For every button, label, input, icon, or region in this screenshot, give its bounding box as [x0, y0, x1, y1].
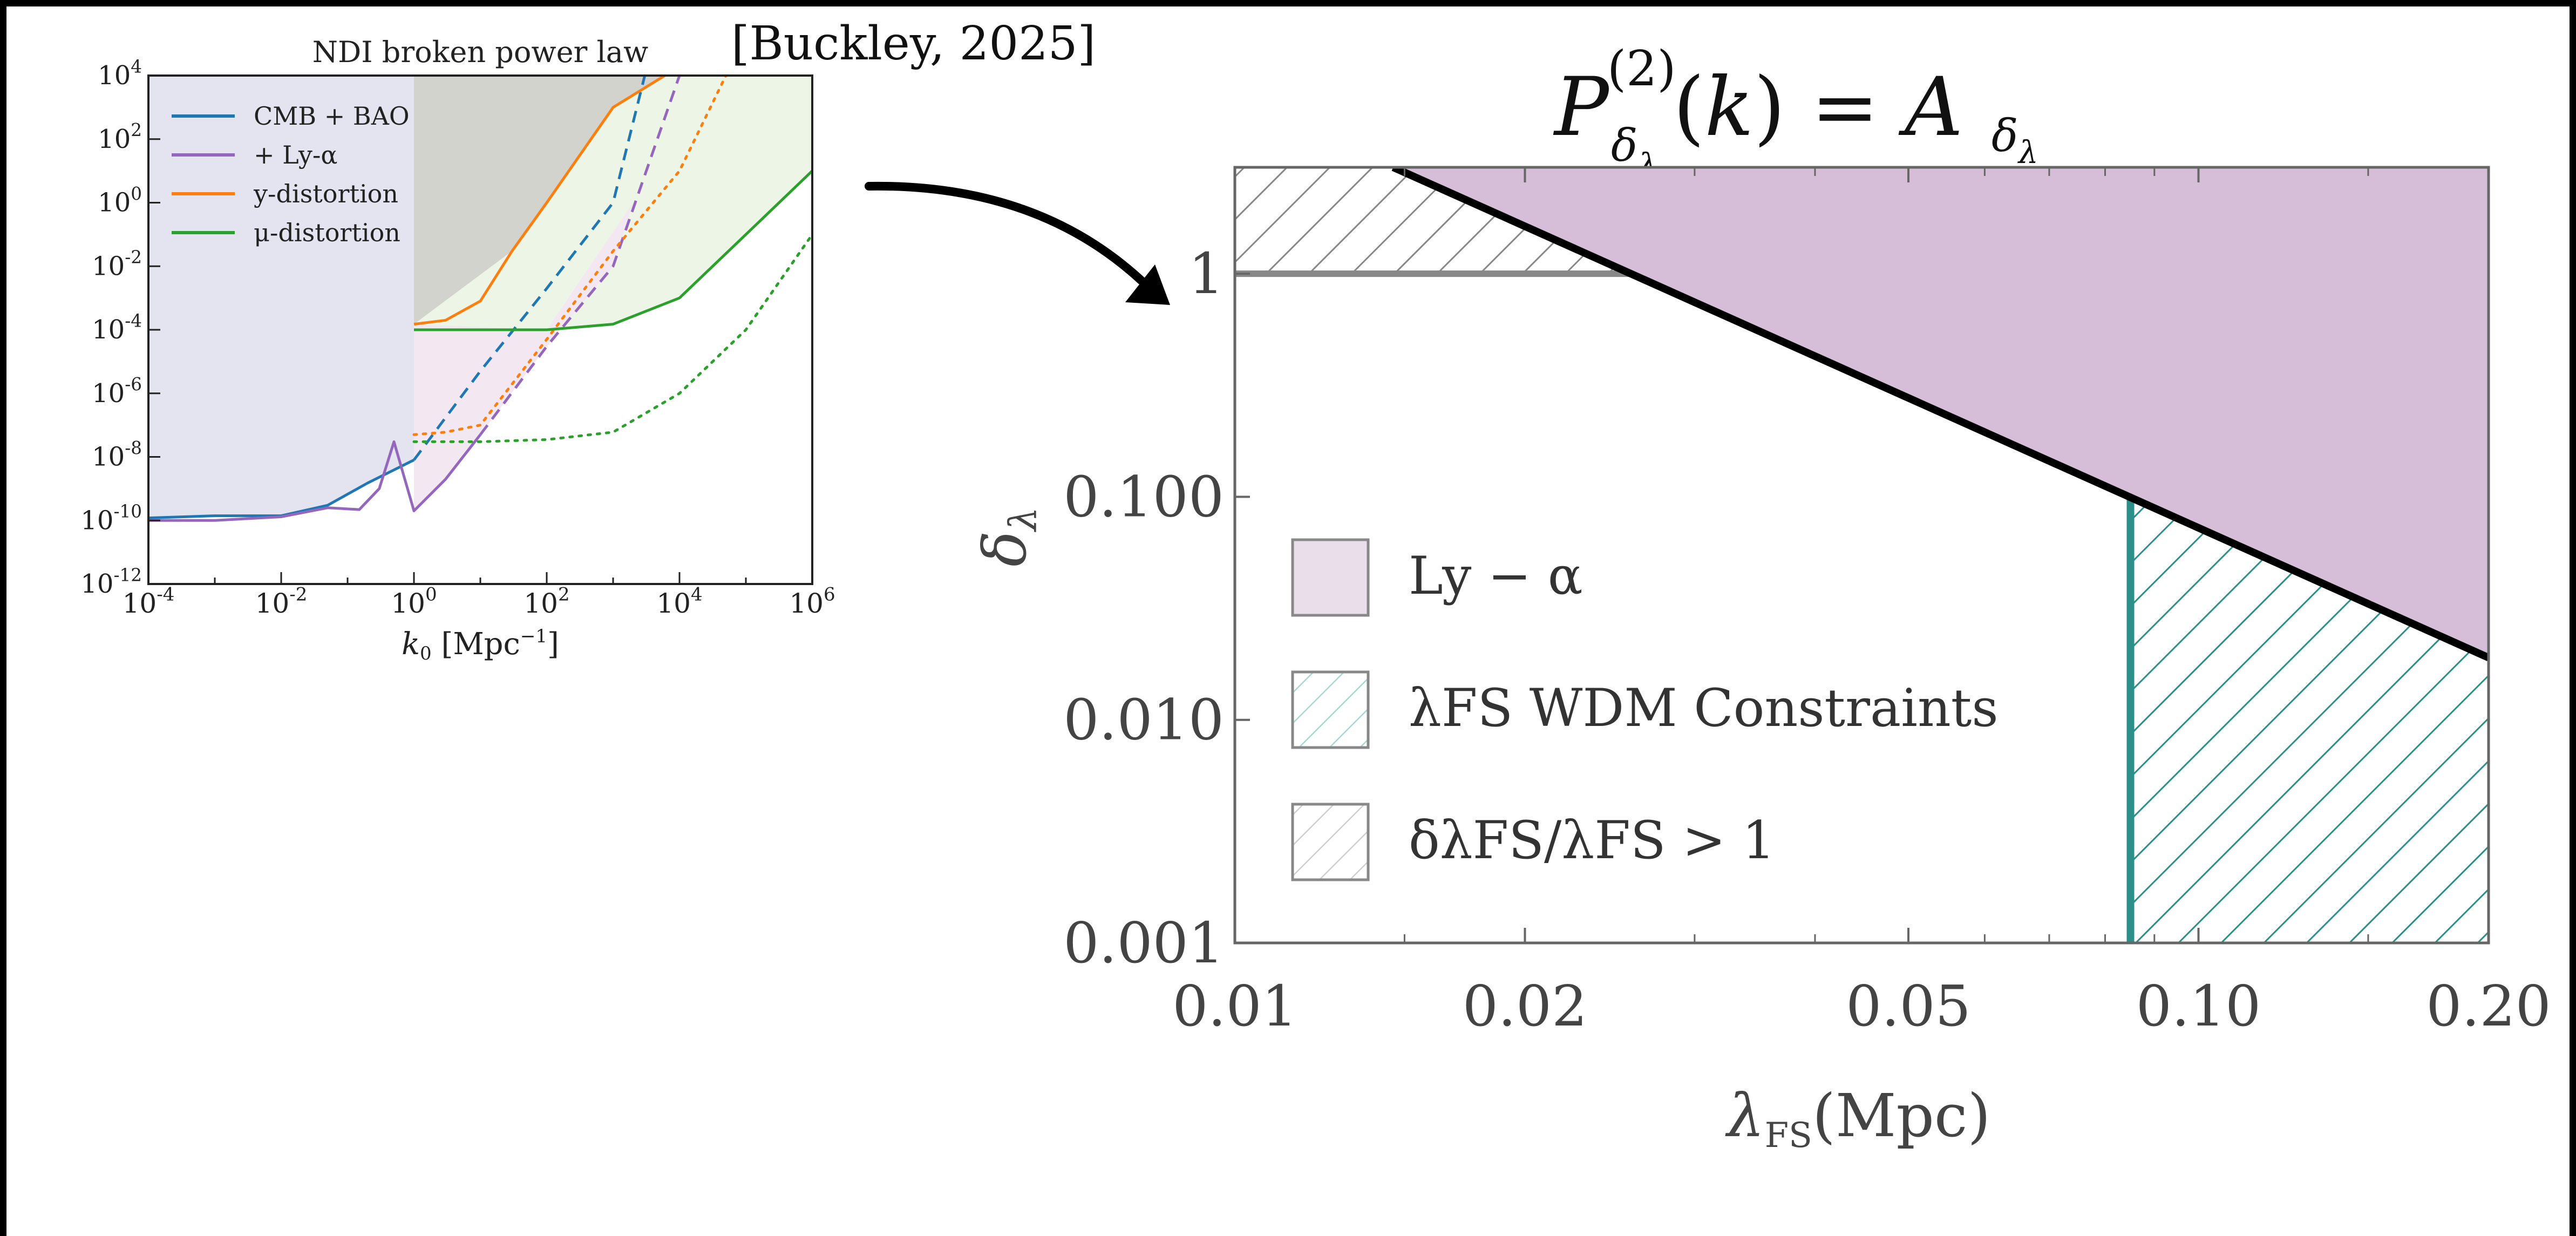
legend-wdm-label: λFS WDM Constraints: [1409, 678, 1999, 738]
chart-b-x-tick-label: 0.20: [2426, 973, 2551, 1039]
cmb-bao-solid-line: [148, 458, 415, 520]
chart-b-x-tick-label: 0.01: [1172, 973, 1297, 1039]
lya-boundary-line: [1391, 167, 2489, 661]
chart-a-x-tick-label: 102: [524, 584, 569, 620]
mu-distortion-solid-line: [414, 169, 812, 331]
legend-grey-swatch: [1291, 803, 1370, 881]
chart-a-legend-label: + Ly-α: [254, 140, 338, 169]
chart-a-y-tick-label: 10-6: [92, 374, 142, 409]
y-distortion-dotted-line: [412, 76, 728, 436]
chart-b-y-axis-label: δλ: [970, 507, 1045, 567]
svg-text:P: P: [1553, 60, 1610, 154]
svg-text:δ: δ: [1611, 120, 1637, 172]
lya-excluded-region: [414, 202, 634, 511]
svg-text:λ: λ: [2017, 134, 2038, 171]
svg-text:λFS(Mpc): λFS(Mpc): [1725, 1081, 1990, 1156]
chart-a-legend-label: y-distortion: [253, 179, 398, 208]
chart-a-x-tick-label: 104: [656, 584, 702, 620]
ndi-broken-power-law-chart: NDI broken power law 10-4 10-2 100 102 104 10…: [80, 35, 835, 664]
legend-lya-label: Ly − α: [1409, 546, 1583, 606]
lambda-fs-constraint-chart: P δ λ (2) (k) = A δ λ 0.01 0.02 0.05 0.10 0.…: [970, 40, 2551, 1156]
mu-distortion-dotted-line: [412, 233, 812, 443]
wdm-hatched-region: [2130, 497, 2489, 943]
chart-b-x-axis-label: λFS(Mpc): [1725, 1081, 1990, 1156]
chart-a-title: NDI broken power law: [312, 35, 648, 69]
chart-a-legend-label: μ-distortion: [254, 218, 400, 247]
lya-dashed-line: [479, 76, 681, 436]
chart-a-y-tick-label: 10-12: [80, 565, 142, 599]
chart-b-y-tick-label: 0.010: [1063, 687, 1224, 753]
grey-hatched-region: [1235, 167, 1631, 274]
chart-a-x-tick-label: 106: [789, 584, 835, 620]
chart-b-x-tick-label: 0.02: [1463, 973, 1588, 1039]
chart-b-y-tick-label: 0.001: [1063, 910, 1224, 976]
legend-lya-swatch: [1291, 538, 1370, 617]
y-distortion-solid-line: [413, 76, 666, 326]
chart-b-x-tick-label: 0.05: [1846, 973, 1971, 1039]
chart-b-legend: Ly − α λFS WDM Constraints δλFS/λFS > 1: [1291, 538, 1999, 881]
cmb-bao-dashed-line: [412, 76, 647, 461]
cmb-excluded-region: [148, 76, 414, 518]
chart-a-x-tick-label: 10-4: [123, 584, 175, 620]
svg-text:(k) = A: (k) = A: [1673, 60, 1963, 154]
chart-a-x-axis-label: k0 [Mpc−1]: [402, 626, 559, 664]
chart-a-y-tick-label: 10-8: [92, 438, 142, 472]
svg-text:δλ: δλ: [970, 507, 1045, 567]
lya-solid-line: [148, 433, 481, 522]
chart-b-plot-frame: [1233, 166, 2490, 945]
chart-a-y-tick-label: 100: [98, 184, 142, 218]
grey-excluded-region: [414, 76, 665, 324]
chart-a-y-tick-label: 104: [98, 56, 142, 91]
chart-b-y-tick-label: 1: [1188, 241, 1224, 307]
chart-a-x-tick-label: 10-2: [255, 584, 308, 620]
chart-a-y-tick-label: 10-4: [92, 310, 142, 345]
chart-b-x-tick-label: 0.10: [2136, 973, 2261, 1039]
chart-a-y-tick-label: 10-2: [92, 247, 142, 282]
svg-text:δ: δ: [1992, 111, 2018, 162]
chart-b-y-tick-label: 0.100: [1063, 464, 1224, 529]
chart-a-y-tick-label: 10-10: [80, 501, 142, 536]
legend-grey-label: δλFS/λFS > 1: [1409, 810, 1775, 871]
chart-a-legend-label: CMB + BAO: [254, 101, 410, 131]
chart-b-title: P δ λ (2) (k) = A δ λ: [1553, 40, 2038, 183]
svg-text:(2): (2): [1607, 40, 1676, 97]
legend-wdm-swatch: [1291, 670, 1370, 749]
pointer-arrow: [865, 181, 1170, 305]
chart-a-legend: CMB + BAO + Ly-α y-distortion μ-distortion: [172, 101, 410, 247]
chart-a-y-tick-label: 102: [98, 120, 142, 154]
chart-a-x-tick-label: 100: [391, 584, 437, 620]
citation: [Buckley, 2025]: [731, 17, 1096, 71]
